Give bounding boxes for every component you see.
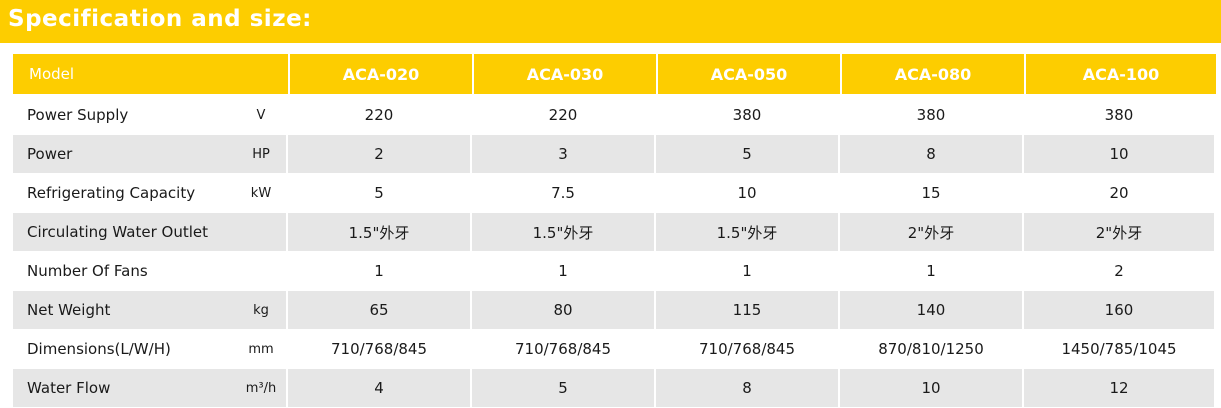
table-cell: 380 xyxy=(1024,96,1214,134)
table-cell: 220 xyxy=(472,96,654,134)
table-cell: 80 xyxy=(472,291,654,329)
table-cell: 1 xyxy=(472,252,654,290)
table-cell: 220 xyxy=(288,96,470,134)
table-cell: 65 xyxy=(288,291,470,329)
row-label: Water Flow xyxy=(13,369,236,407)
row-label: Circulating Water Outlet xyxy=(13,213,236,251)
table-cell: 5 xyxy=(288,174,470,212)
row-label: Dimensions(L/W/H) xyxy=(13,330,236,368)
spec-table: Model ACA-020 ACA-030 ACA-050 ACA-080 AC… xyxy=(13,54,1221,408)
table-cell: 5 xyxy=(656,135,838,173)
row-unit: m³/h xyxy=(236,369,286,407)
table-cell: 1 xyxy=(656,252,838,290)
row-label: Power Supply xyxy=(13,96,236,134)
table-row: Power Supply V 220 220 380 380 380 xyxy=(13,96,1221,134)
row-unit: HP xyxy=(236,135,286,173)
title-banner: Specification and size: xyxy=(0,0,1221,43)
table-cell: 1.5"外牙 xyxy=(288,213,470,251)
section-title: Specification and size: xyxy=(8,6,312,32)
table-header-row: Model ACA-020 ACA-030 ACA-050 ACA-080 AC… xyxy=(13,54,1221,94)
table-cell: 870/810/1250 xyxy=(840,330,1022,368)
table-row: Water Flow m³/h 4 5 8 10 12 xyxy=(13,369,1221,407)
table-cell: 2 xyxy=(1024,252,1214,290)
table-cell: 380 xyxy=(656,96,838,134)
row-label: Refrigerating Capacity xyxy=(13,174,236,212)
model-col-header: ACA-050 xyxy=(658,54,840,94)
table-row: Refrigerating Capacity kW 5 7.5 10 15 20 xyxy=(13,174,1221,212)
table-cell: 115 xyxy=(656,291,838,329)
table-cell: 20 xyxy=(1024,174,1214,212)
table-row: Circulating Water Outlet 1.5"外牙 1.5"外牙 1… xyxy=(13,213,1221,251)
model-col-header: ACA-080 xyxy=(842,54,1024,94)
table-cell: 10 xyxy=(840,369,1022,407)
table-cell: 710/768/845 xyxy=(472,330,654,368)
row-unit xyxy=(236,213,286,251)
table-cell: 10 xyxy=(656,174,838,212)
row-label: Net Weight xyxy=(13,291,236,329)
table-cell: 2 xyxy=(288,135,470,173)
row-unit: kg xyxy=(236,291,286,329)
table-cell: 160 xyxy=(1024,291,1214,329)
table-cell: 1 xyxy=(840,252,1022,290)
table-cell: 710/768/845 xyxy=(288,330,470,368)
table-row: Net Weight kg 65 80 115 140 160 xyxy=(13,291,1221,329)
table-row: Number Of Fans 1 1 1 1 2 xyxy=(13,252,1221,290)
table-cell: 15 xyxy=(840,174,1022,212)
table-cell: 380 xyxy=(840,96,1022,134)
row-label: Power xyxy=(13,135,236,173)
row-unit xyxy=(236,252,286,290)
table-row: Power HP 2 3 5 8 10 xyxy=(13,135,1221,173)
table-cell: 8 xyxy=(840,135,1022,173)
table-cell: 3 xyxy=(472,135,654,173)
row-unit: kW xyxy=(236,174,286,212)
row-unit: V xyxy=(236,96,286,134)
model-header-cell: Model xyxy=(13,54,288,94)
table-cell: 4 xyxy=(288,369,470,407)
table-cell: 12 xyxy=(1024,369,1214,407)
table-cell: 8 xyxy=(656,369,838,407)
row-label: Number Of Fans xyxy=(13,252,236,290)
model-col-header: ACA-020 xyxy=(290,54,472,94)
table-row: Dimensions(L/W/H) mm 710/768/845 710/768… xyxy=(13,330,1221,368)
row-unit: mm xyxy=(236,330,286,368)
model-col-header: ACA-100 xyxy=(1026,54,1216,94)
table-cell: 2"外牙 xyxy=(840,213,1022,251)
table-cell: 140 xyxy=(840,291,1022,329)
model-col-header: ACA-030 xyxy=(474,54,656,94)
table-cell: 1.5"外牙 xyxy=(656,213,838,251)
table-cell: 710/768/845 xyxy=(656,330,838,368)
table-cell: 10 xyxy=(1024,135,1214,173)
table-cell: 7.5 xyxy=(472,174,654,212)
table-cell: 1 xyxy=(288,252,470,290)
table-cell: 2"外牙 xyxy=(1024,213,1214,251)
table-cell: 5 xyxy=(472,369,654,407)
table-cell: 1.5"外牙 xyxy=(472,213,654,251)
table-cell: 1450/785/1045 xyxy=(1024,330,1214,368)
